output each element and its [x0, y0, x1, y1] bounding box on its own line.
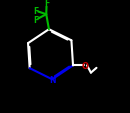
- Text: F: F: [34, 16, 39, 25]
- Text: F: F: [34, 7, 39, 16]
- Text: F: F: [44, 0, 49, 8]
- Text: N: N: [49, 75, 55, 84]
- Text: O: O: [82, 61, 89, 70]
